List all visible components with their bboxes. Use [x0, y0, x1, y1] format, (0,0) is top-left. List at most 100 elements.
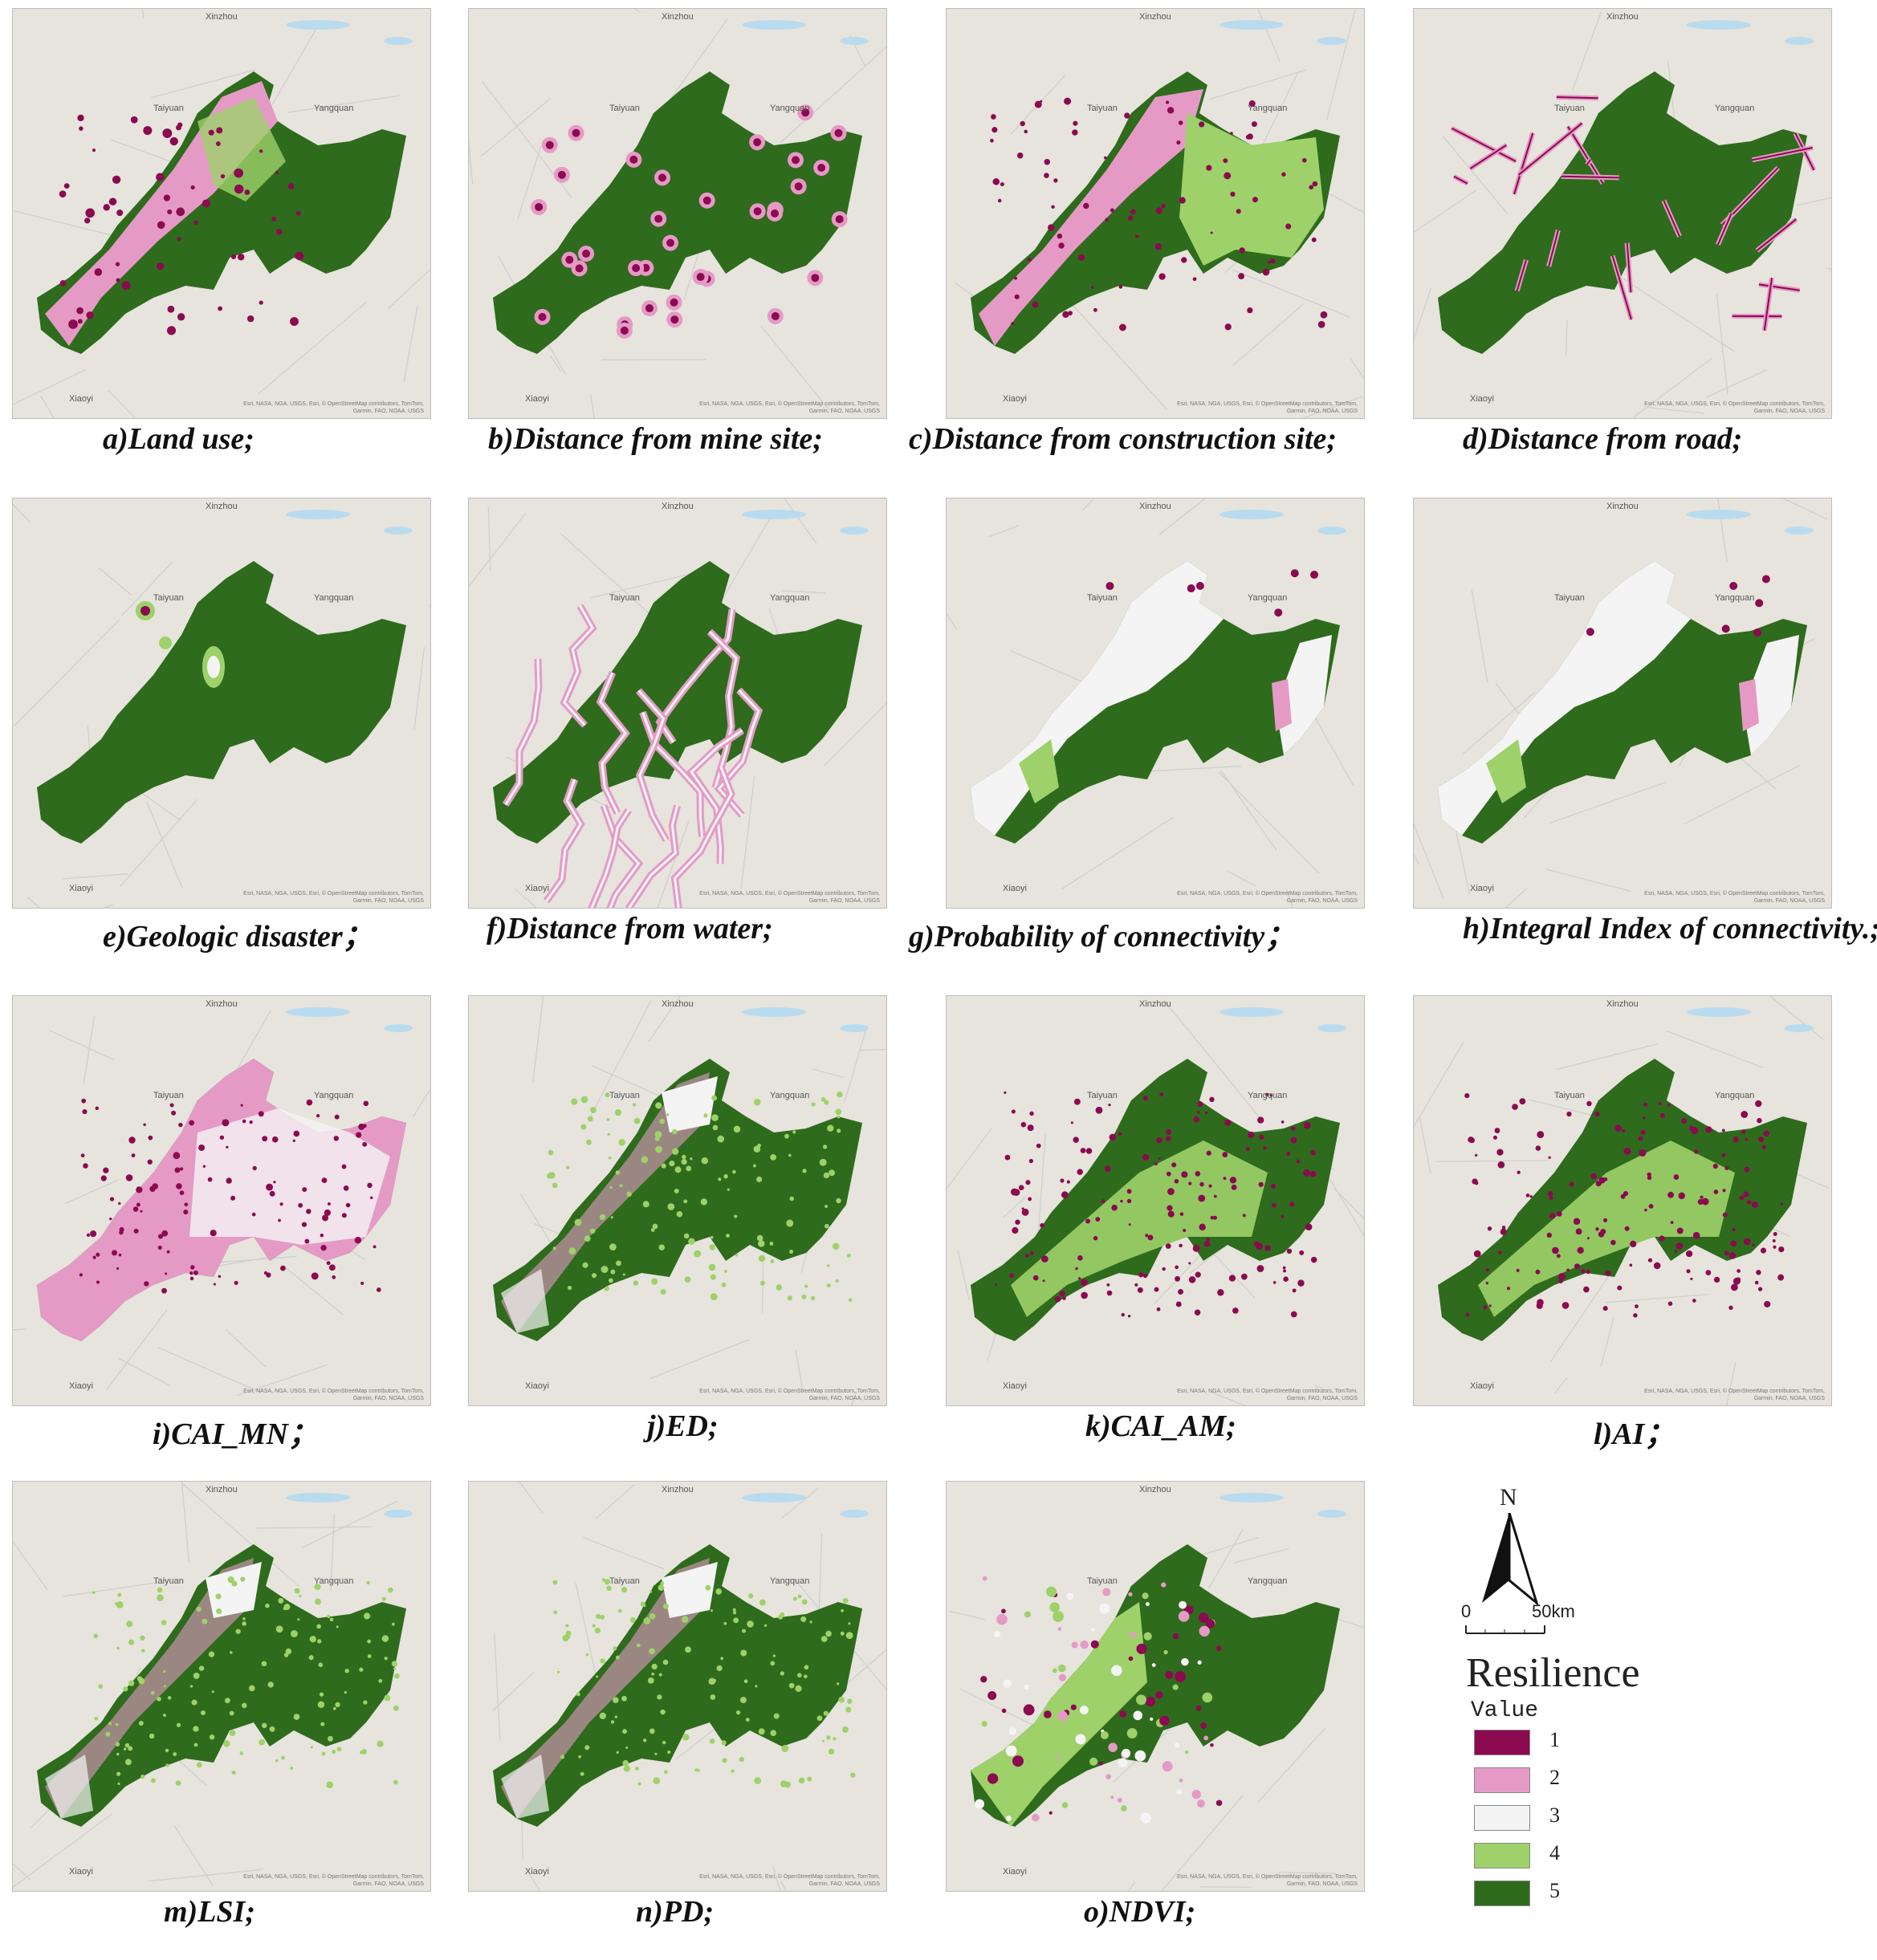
label-north-city: Xinzhou: [1139, 1485, 1171, 1494]
study-area-m: [37, 1544, 406, 1827]
scale-end: 50km: [1532, 1601, 1575, 1621]
label-west-city: Taiyuan: [153, 1576, 184, 1586]
label-north-city: Xinzhou: [1139, 502, 1171, 511]
map-panel-e-graphic: [13, 498, 430, 908]
label-south-city: Xiaoyi: [69, 394, 93, 404]
legend-label: 5: [1549, 1879, 1560, 1902]
study-area-j: [493, 1059, 862, 1341]
label-north-city: Xinzhou: [206, 502, 238, 511]
label-south-city: Xiaoyi: [1003, 884, 1027, 893]
label-north-city: Xinzhou: [662, 12, 694, 22]
label-east-city: Yangquan: [770, 104, 810, 113]
map-panel-k: Xinzhou Taiyuan Yangquan Xiaoyi Esri, NA…: [946, 995, 1365, 1406]
caption-o: o)NDVI;: [1084, 1895, 1196, 1929]
map-panel-l-graphic: [1414, 996, 1831, 1405]
label-east-city: Yangquan: [770, 1091, 810, 1100]
label-north-city: Xinzhou: [206, 1485, 238, 1494]
map-credit: Esri, NASA, NGA, USGS, Esri, © OpenStree…: [699, 1874, 880, 1887]
caption-f: f)Distance from water;: [487, 912, 773, 945]
study-area-c: [971, 71, 1340, 354]
label-west-city: Taiyuan: [609, 1091, 640, 1100]
study-area-g: [971, 561, 1340, 844]
label-east-city: Yangquan: [1715, 104, 1755, 113]
map-panel-j: Xinzhou Taiyuan Yangquan Xiaoyi Esri, NA…: [468, 995, 887, 1406]
label-east-city: Yangquan: [1248, 1576, 1288, 1586]
map-panel-i: Xinzhou Taiyuan Yangquan Xiaoyi Esri, NA…: [12, 995, 431, 1406]
caption-a: a)Land use;: [103, 422, 254, 456]
map-panel-i-graphic: [13, 996, 430, 1405]
map-panel-m-graphic: [13, 1482, 430, 1891]
north-arrow: N: [1479, 1484, 1543, 1607]
label-south-city: Xiaoyi: [1003, 1867, 1027, 1877]
label-south-city: Xiaoyi: [1003, 394, 1027, 404]
scale-bar-icon: [1465, 1625, 1545, 1634]
north-arrow-icon: [1482, 1513, 1539, 1607]
label-south-city: Xiaoyi: [1470, 394, 1494, 404]
label-south-city: Xiaoyi: [69, 884, 93, 893]
study-area-n: [493, 1544, 862, 1827]
caption-n: n)PD;: [636, 1895, 715, 1929]
map-credit: Esri, NASA, NGA, USGS, Esri, © OpenStree…: [1177, 1389, 1358, 1401]
caption-e: e)Geologic disaster；: [103, 920, 373, 954]
label-north-city: Xinzhou: [1139, 999, 1171, 1009]
legend-label: 2: [1549, 1766, 1560, 1789]
map-credit: Esri, NASA, NGA, USGS, Esri, © OpenStree…: [243, 1389, 424, 1401]
label-east-city: Yangquan: [1715, 593, 1755, 603]
legend-swatch: [1474, 1805, 1530, 1831]
study-area-h: [1438, 561, 1807, 844]
label-west-city: Taiyuan: [1087, 593, 1118, 603]
label-south-city: Xiaoyi: [525, 1381, 549, 1391]
scale-start: 0: [1461, 1601, 1472, 1621]
legend-swatch: [1474, 1730, 1530, 1755]
map-panel-m: Xinzhou Taiyuan Yangquan Xiaoyi Esri, NA…: [12, 1481, 431, 1892]
map-credit: Esri, NASA, NGA, USGS, Esri, © OpenStree…: [1644, 891, 1825, 904]
label-east-city: Yangquan: [314, 593, 354, 603]
label-south-city: Xiaoyi: [525, 394, 549, 404]
label-west-city: Taiyuan: [1087, 1091, 1118, 1100]
map-credit: Esri, NASA, NGA, USGS, Esri, © OpenStree…: [1644, 1389, 1825, 1401]
label-south-city: Xiaoyi: [69, 1867, 93, 1877]
map-panel-e: Xinzhou Taiyuan Yangquan Xiaoyi Esri, NA…: [12, 498, 431, 909]
caption-b: b)Distance from mine site;: [488, 422, 823, 456]
caption-d: d)Distance from road;: [1463, 422, 1743, 456]
caption-g: g)Probability of connectivity；: [909, 920, 1296, 954]
map-credit: Esri, NASA, NGA, USGS, Esri, © OpenStree…: [243, 891, 424, 904]
label-south-city: Xiaoyi: [69, 1381, 93, 1391]
label-west-city: Taiyuan: [153, 104, 184, 113]
label-west-city: Taiyuan: [1087, 104, 1118, 113]
map-panel-c-graphic: [947, 9, 1364, 418]
caption-j: j)ED;: [647, 1409, 719, 1443]
map-panel-j-graphic: [469, 996, 886, 1405]
caption-l: l)AI；: [1594, 1417, 1675, 1451]
map-panel-c: Xinzhou Taiyuan Yangquan Xiaoyi Esri, NA…: [946, 8, 1365, 419]
map-panel-b: Xinzhou Taiyuan Yangquan Xiaoyi Esri, NA…: [468, 8, 887, 419]
label-west-city: Taiyuan: [609, 1576, 640, 1586]
legend-label: 1: [1549, 1728, 1560, 1751]
label-south-city: Xiaoyi: [525, 884, 549, 893]
label-east-city: Yangquan: [1248, 1091, 1288, 1100]
label-north-city: Xinzhou: [662, 999, 694, 1009]
map-panel-n-graphic: [469, 1482, 886, 1891]
label-east-city: Yangquan: [1248, 104, 1288, 113]
caption-k: k)CAI_AM;: [1085, 1409, 1236, 1443]
label-west-city: Taiyuan: [1554, 593, 1585, 603]
north-label: N: [1500, 1484, 1517, 1511]
label-east-city: Yangquan: [770, 1576, 810, 1586]
legend-title: Resilience: [1466, 1650, 1640, 1696]
label-east-city: Yangquan: [1248, 593, 1288, 603]
map-panel-o-graphic: [947, 1482, 1364, 1891]
label-east-city: Yangquan: [314, 104, 354, 113]
label-west-city: Taiyuan: [1554, 1091, 1585, 1100]
label-north-city: Xinzhou: [1139, 12, 1171, 22]
map-credit: Esri, NASA, NGA, USGS, Esri, © OpenStree…: [699, 401, 880, 414]
study-area-e: [37, 561, 406, 844]
study-area-b: [493, 71, 862, 354]
map-panel-g: Xinzhou Taiyuan Yangquan Xiaoyi Esri, NA…: [946, 498, 1365, 909]
label-north-city: Xinzhou: [1606, 999, 1639, 1009]
map-panel-g-graphic: [947, 498, 1364, 908]
map-panel-h: Xinzhou Taiyuan Yangquan Xiaoyi Esri, NA…: [1413, 498, 1832, 909]
label-south-city: Xiaoyi: [525, 1867, 549, 1877]
label-north-city: Xinzhou: [1606, 12, 1639, 22]
label-west-city: Taiyuan: [609, 104, 640, 113]
label-south-city: Xiaoyi: [1470, 884, 1494, 893]
